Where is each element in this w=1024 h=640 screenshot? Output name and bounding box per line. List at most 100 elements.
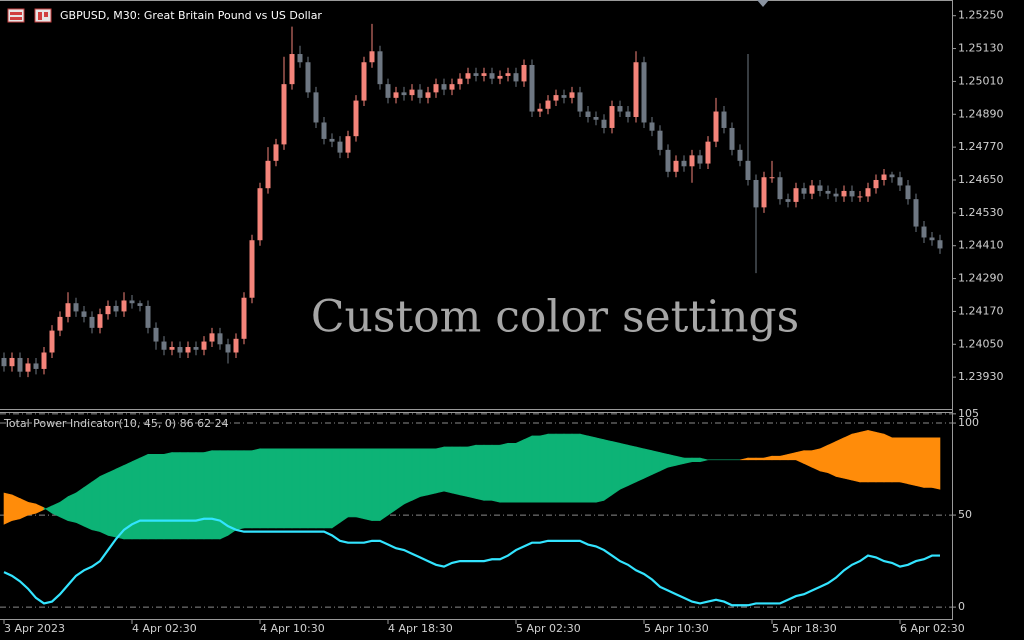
candle-body [49, 330, 55, 353]
candle-body [649, 122, 655, 131]
candle-body [313, 92, 319, 123]
x-tick-label: 6 Apr 02:30 [900, 622, 965, 635]
chart-title: GBPUSD, M30: Great Britain Pound vs US D… [60, 9, 322, 22]
power-band [915, 437, 925, 488]
candle-body [857, 196, 863, 198]
candle-body [521, 64, 527, 82]
power-band [139, 453, 149, 540]
power-band [587, 435, 597, 503]
power-band [467, 444, 477, 499]
candle-body [41, 352, 47, 369]
candle-body [641, 62, 647, 123]
power-band [515, 439, 525, 503]
x-tick-label: 4 Apr 02:30 [132, 622, 197, 635]
candle-body [921, 226, 927, 238]
power-band [243, 450, 253, 529]
power-band [195, 452, 205, 540]
indicator-title: Total Power Indicator(10, 45, 0) 86 62 2… [3, 417, 229, 430]
scroll-marker [757, 0, 769, 7]
candle-body [161, 341, 167, 350]
x-tick-label: 4 Apr 18:30 [388, 622, 453, 635]
candle-body [897, 177, 903, 186]
candle-body [217, 333, 223, 345]
candle-body [705, 141, 711, 164]
power-band [491, 444, 501, 503]
power-band [667, 453, 677, 468]
y-tick-label: 1.25250 [958, 9, 1004, 22]
icon [7, 8, 25, 23]
power-band [11, 494, 21, 521]
candle-body [617, 106, 623, 112]
candle-body [265, 160, 271, 189]
y-tick-label: 0 [958, 600, 965, 613]
power-band [331, 448, 341, 529]
candle-body [81, 311, 87, 317]
icon [10, 17, 22, 20]
candle-body [681, 160, 687, 167]
power-band [827, 440, 837, 477]
power-band [899, 437, 909, 485]
candle-body [537, 108, 543, 112]
candle-body [233, 338, 239, 353]
candle-body [209, 333, 215, 342]
candle-body [201, 341, 207, 350]
power-band [531, 435, 541, 503]
power-band [179, 452, 189, 540]
candle-body [801, 188, 807, 194]
power-band [155, 454, 165, 540]
power-band [635, 446, 645, 483]
power-band [275, 448, 285, 529]
power-band [187, 452, 197, 540]
candle-body [769, 177, 775, 179]
candle-body [225, 344, 231, 353]
candle-body [777, 177, 783, 200]
candle-body [73, 303, 79, 312]
candle-body [329, 138, 335, 142]
power-band [299, 448, 309, 529]
power-band [563, 433, 573, 503]
candle-body [761, 177, 767, 208]
power-band [235, 450, 245, 531]
candle-body [145, 305, 151, 328]
power-band [171, 452, 181, 540]
power-band [595, 437, 605, 503]
power-band [619, 442, 629, 490]
candle-body [441, 84, 447, 90]
x-tick-label: 5 Apr 18:30 [772, 622, 837, 635]
candle-body [889, 174, 895, 178]
power-band [115, 464, 125, 540]
candle-body [105, 305, 111, 315]
candle-body [673, 160, 679, 172]
power-band [339, 448, 349, 524]
candle-body [633, 62, 639, 118]
plot: 1.23930 1.24050 1.24170 1.24290 1.24410 1.245… [0, 9, 1004, 635]
candle-body [297, 54, 303, 63]
power-band [843, 433, 853, 481]
candle-body [865, 188, 871, 197]
candle-body [33, 363, 39, 369]
candle-body [137, 303, 143, 306]
candle-body [385, 84, 391, 98]
candle-body [25, 363, 31, 372]
power-band [27, 501, 37, 516]
power-band [571, 433, 581, 503]
candle-body [929, 237, 935, 241]
candle-body [305, 62, 311, 93]
power-band [651, 450, 661, 476]
power-band [507, 442, 517, 503]
power-band [627, 444, 637, 487]
power-band [211, 450, 221, 540]
candle-body [257, 188, 263, 241]
power-band [371, 448, 381, 521]
power-band [379, 448, 389, 522]
y-tick-label: 1.25130 [958, 42, 1004, 55]
candle-body [113, 305, 119, 312]
power-band [315, 448, 325, 529]
candle-body [177, 347, 183, 353]
power-band [227, 450, 237, 536]
candle-body [713, 111, 719, 142]
power-band [883, 433, 893, 483]
power-band [483, 444, 493, 501]
power-band [99, 472, 109, 536]
power-band [427, 448, 437, 496]
